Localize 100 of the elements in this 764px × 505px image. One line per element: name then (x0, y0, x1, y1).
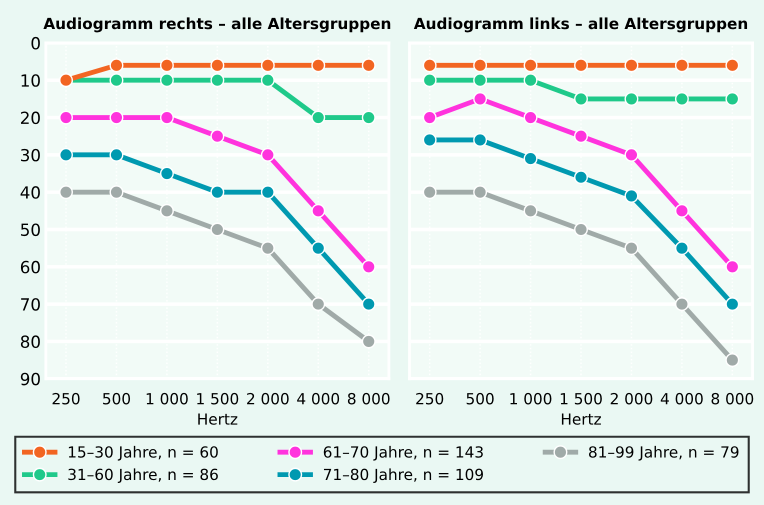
point (574, 222, 588, 236)
point (260, 148, 275, 162)
x-tick-label: 4 000 (660, 392, 703, 404)
point (311, 110, 326, 124)
point (674, 204, 689, 218)
point (59, 110, 73, 124)
legend-label: 15–30 Jahre, n = 60 (68, 446, 218, 461)
point (574, 92, 588, 106)
point (160, 58, 174, 72)
chart-title: Audiogramm links – alle Altersgruppen (414, 17, 748, 32)
point (260, 73, 275, 88)
point (574, 58, 588, 72)
point (473, 92, 488, 106)
point (473, 58, 488, 72)
point (362, 260, 376, 274)
y-tick-label: 0 (31, 36, 40, 50)
point (210, 58, 224, 72)
x-tick-label: 1 500 (197, 392, 238, 404)
legend-label: 31–60 Jahre, n = 86 (68, 468, 218, 484)
x-tick-label: 1 500 (560, 392, 602, 404)
legend-label: 71–80 Jahre, n = 109 (324, 468, 483, 484)
point (524, 204, 538, 218)
point (524, 152, 538, 166)
point (311, 297, 326, 312)
point (362, 58, 376, 72)
point (260, 58, 275, 72)
x-tick-label: 8 000 (712, 392, 754, 404)
x-tick-label: 8 000 (348, 392, 390, 404)
point (624, 58, 638, 72)
point (624, 148, 638, 162)
x-tick-label: 500 (466, 392, 494, 404)
point (110, 185, 124, 200)
point (210, 129, 224, 144)
point (59, 185, 73, 200)
point (473, 73, 488, 88)
point (524, 110, 538, 124)
point (524, 58, 538, 72)
point (362, 110, 376, 124)
x-tick-label: 1 000 (146, 392, 188, 404)
point (422, 58, 437, 72)
point (574, 170, 588, 184)
point (674, 58, 689, 72)
point (624, 188, 638, 203)
y-tick-label: 30 (21, 148, 40, 162)
point (160, 166, 174, 180)
point (725, 297, 740, 312)
point (725, 353, 740, 368)
point (422, 132, 437, 147)
point (210, 185, 224, 200)
point (110, 110, 124, 124)
y-tick-label: 20 (20, 112, 40, 124)
x-tick-label: 250 (52, 392, 80, 404)
point (674, 241, 689, 256)
chart-title: Audiogramm rechts – alle Altersgruppen (43, 17, 390, 32)
point (674, 297, 689, 312)
x-tick-label: 500 (103, 392, 130, 404)
legend-label: 61–70 Jahre, n = 143 (324, 446, 483, 461)
x-tick-label: 2 000 (247, 392, 289, 404)
point (473, 185, 488, 200)
point (311, 58, 326, 72)
x-tick-label: 4 000 (297, 392, 340, 404)
point (624, 241, 638, 256)
point (210, 222, 224, 236)
point (160, 73, 174, 88)
point (473, 132, 488, 147)
y-tick-label: 90 (20, 372, 40, 386)
point (110, 58, 124, 72)
y-tick-label: 50 (21, 223, 40, 236)
point (362, 334, 376, 348)
point (260, 241, 275, 256)
legend-label: 81–99 Jahre, n = 79 (588, 446, 738, 461)
point (311, 204, 326, 218)
y-tick-label: 40 (20, 186, 40, 199)
point (725, 58, 740, 72)
point (624, 92, 638, 106)
point (422, 185, 437, 200)
x-tick-label: 1 000 (510, 392, 552, 404)
x-axis-title: Hertz (198, 413, 238, 425)
x-tick-label: 250 (416, 392, 444, 404)
point (160, 204, 174, 218)
point (725, 92, 740, 106)
y-tick-label: 10 (22, 74, 40, 87)
point (725, 260, 740, 274)
point (574, 129, 588, 144)
point (422, 73, 437, 88)
point (210, 73, 224, 88)
x-axis-title: Hertz (562, 413, 601, 425)
point (160, 110, 174, 124)
point (260, 185, 275, 200)
point (110, 148, 124, 162)
point (110, 73, 124, 88)
y-tick-label: 60 (20, 260, 40, 274)
point (674, 92, 689, 106)
point (362, 297, 376, 312)
x-tick-label: 2 000 (610, 392, 652, 404)
point (59, 148, 73, 162)
point (524, 73, 538, 88)
point (422, 110, 437, 124)
point (311, 241, 326, 256)
y-tick-label: 80 (20, 335, 40, 348)
